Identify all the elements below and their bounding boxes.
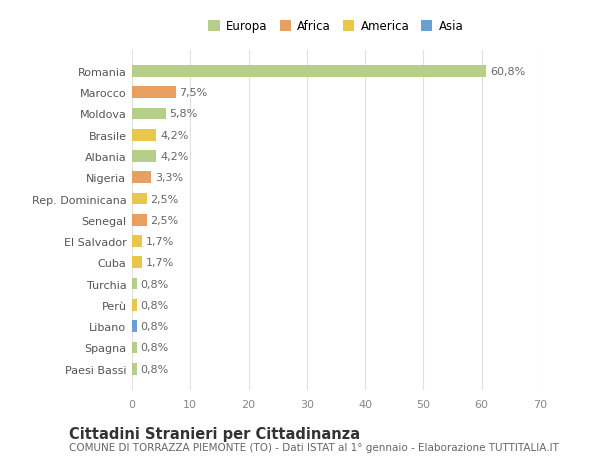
Bar	[132, 193, 146, 205]
Text: 2,5%: 2,5%	[150, 215, 178, 225]
Bar	[132, 108, 166, 120]
Text: 1,7%: 1,7%	[145, 258, 173, 268]
Text: 1,7%: 1,7%	[145, 236, 173, 246]
Text: COMUNE DI TORRAZZA PIEMONTE (TO) - Dati ISTAT al 1° gennaio - Elaborazione TUTTI: COMUNE DI TORRAZZA PIEMONTE (TO) - Dati …	[69, 442, 559, 452]
Bar	[132, 299, 137, 311]
Text: 4,2%: 4,2%	[160, 130, 188, 140]
Text: 7,5%: 7,5%	[179, 88, 208, 98]
Text: 2,5%: 2,5%	[150, 194, 178, 204]
Text: 0,8%: 0,8%	[140, 321, 169, 331]
Bar	[132, 172, 151, 184]
Bar	[132, 87, 176, 99]
Bar	[132, 342, 137, 353]
Bar	[132, 320, 137, 332]
Bar	[132, 129, 157, 141]
Legend: Europa, Africa, America, Asia: Europa, Africa, America, Asia	[204, 16, 468, 38]
Bar	[132, 257, 142, 269]
Text: 0,8%: 0,8%	[140, 343, 169, 353]
Text: 4,2%: 4,2%	[160, 151, 188, 162]
Bar	[132, 214, 146, 226]
Bar	[132, 66, 487, 78]
Bar	[132, 236, 142, 247]
Text: Cittadini Stranieri per Cittadinanza: Cittadini Stranieri per Cittadinanza	[69, 426, 360, 441]
Bar	[132, 363, 137, 375]
Text: 5,8%: 5,8%	[169, 109, 197, 119]
Bar	[132, 278, 137, 290]
Bar	[132, 151, 157, 162]
Text: 0,8%: 0,8%	[140, 279, 169, 289]
Text: 60,8%: 60,8%	[490, 67, 525, 77]
Text: 0,8%: 0,8%	[140, 300, 169, 310]
Text: 0,8%: 0,8%	[140, 364, 169, 374]
Text: 3,3%: 3,3%	[155, 173, 183, 183]
